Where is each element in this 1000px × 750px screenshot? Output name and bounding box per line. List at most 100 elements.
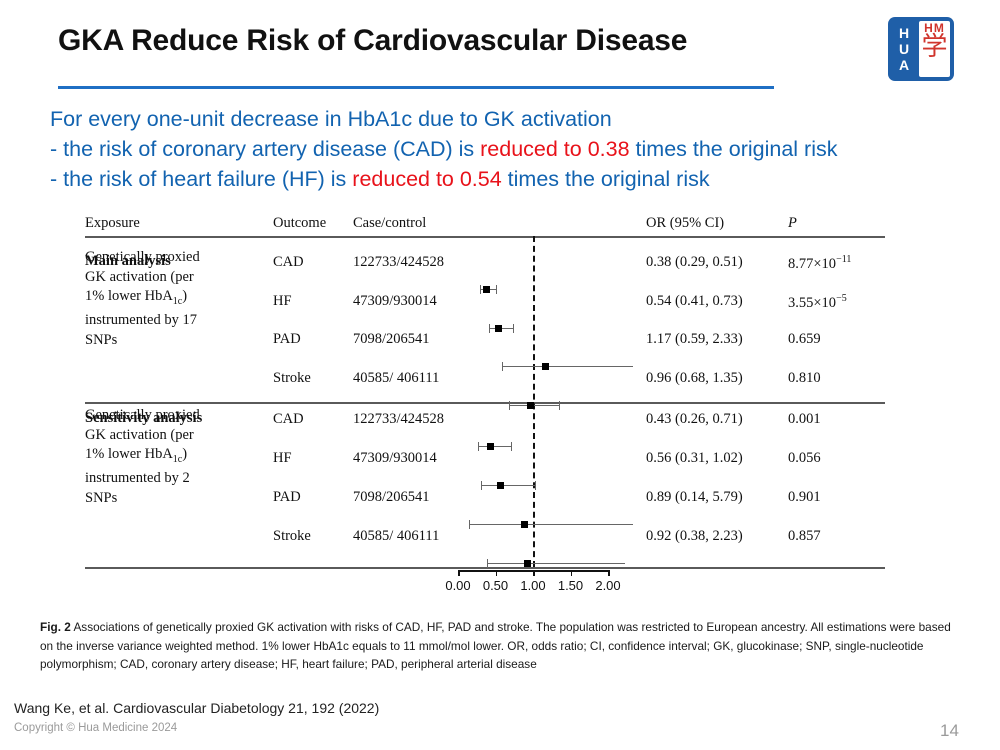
- x-axis-tick-label: 1.00: [520, 578, 546, 593]
- exposure-description-line: instrumented by 17: [85, 312, 197, 329]
- logo-cjk-glyph: 学: [921, 32, 948, 62]
- point-estimate-marker: [486, 442, 494, 450]
- lead-line-2-pre: - the risk of coronary artery disease (C…: [50, 137, 481, 161]
- table-cell-outcome: HF: [273, 450, 292, 466]
- page-number: 14: [940, 721, 959, 740]
- x-axis-tick-label: 0.00: [445, 578, 471, 593]
- lead-line-3-highlight: reduced to 0.54: [352, 167, 502, 191]
- exposure-description-line: instrumented by 2: [85, 470, 190, 487]
- ci-cap-left: [481, 481, 483, 490]
- table-cell-case: 7098/206541: [353, 489, 430, 505]
- column-header-or-ci: OR (95% CI): [646, 215, 725, 231]
- lead-line-3: - the risk of heart failure (HF) is redu…: [50, 164, 950, 194]
- logo-letter-h: H: [898, 25, 910, 41]
- table-cell-p: 0.056: [788, 450, 821, 466]
- table-cell-case: 122733/424528: [353, 254, 445, 270]
- table-cell-case: 47309/930014: [353, 293, 437, 309]
- ci-cap-left: [488, 324, 490, 333]
- forest-plot-table: Exposure Outcome Case/control OR (95% CI…: [85, 210, 895, 600]
- exposure-description-line: SNPs: [85, 331, 118, 348]
- column-header-p: P: [788, 215, 797, 231]
- exposure-description-line: GK activation (per: [85, 426, 194, 443]
- ci-cap-right: [512, 324, 514, 333]
- ci-cap-left: [468, 520, 470, 529]
- column-header-case-control: Case/control: [353, 215, 427, 231]
- ci-cap-left: [477, 442, 479, 451]
- exposure-description-line: Genetically proxied: [85, 407, 200, 423]
- table-cell-outcome: Stroke: [273, 370, 311, 386]
- table-cell-p: 3.55×10−5: [788, 293, 847, 311]
- column-header-outcome: Outcome: [273, 215, 327, 231]
- ci-cap-right: [559, 401, 561, 410]
- x-axis-tick: [608, 570, 610, 576]
- figure-caption: Fig. 2 Associations of genetically proxi…: [40, 618, 955, 674]
- null-effect-line: [533, 236, 535, 567]
- table-cell-or: 0.54 (0.41, 0.73): [646, 293, 743, 309]
- table-cell-case: 7098/206541: [353, 331, 430, 347]
- x-axis-tick: [570, 570, 573, 576]
- ci-cap-right: [534, 481, 536, 490]
- forest-plot-area: [458, 236, 633, 568]
- table-cell-or: 0.89 (0.14, 5.79): [646, 489, 743, 505]
- footer-citation: Wang Ke, et al. Cardiovascular Diabetolo…: [14, 700, 380, 716]
- x-axis-tick: [495, 570, 498, 576]
- x-axis-tick: [533, 570, 535, 576]
- table-cell-outcome: CAD: [273, 254, 304, 270]
- page-title: GKA Reduce Risk of Cardiovascular Diseas…: [58, 24, 688, 57]
- logo-right-panel: HM 学: [919, 21, 950, 77]
- ci-cap-right: [511, 442, 513, 451]
- confidence-interval-line: [468, 524, 633, 525]
- logo-letter-u: U: [898, 41, 910, 57]
- table-cell-outcome: PAD: [273, 489, 301, 505]
- ci-cap-right: [496, 285, 498, 294]
- exposure-description: Genetically proxied GK activation (per 1% …: [85, 406, 200, 508]
- exposure-description-line: 1% lower HbA1c): [85, 288, 188, 307]
- table-cell-outcome: HF: [273, 293, 292, 309]
- table-cell-or: 0.56 (0.31, 1.02): [646, 450, 743, 466]
- exposure-description-line: Genetically proxied: [85, 249, 200, 265]
- confidence-interval-line: [481, 485, 535, 486]
- table-cell-outcome: CAD: [273, 411, 304, 427]
- lead-line-2-post: times the original risk: [629, 137, 838, 161]
- x-axis-tick: [458, 570, 460, 576]
- logo-left-panel: H U A: [892, 21, 916, 77]
- table-cell-or: 0.92 (0.38, 2.23): [646, 528, 743, 544]
- ci-cap-left: [502, 362, 504, 371]
- ci-cap-left: [486, 559, 488, 568]
- lead-line-3-post: times the original risk: [501, 167, 710, 191]
- lead-line-2-highlight: reduced to 0.38: [480, 137, 630, 161]
- table-cell-or: 0.38 (0.29, 0.51): [646, 254, 743, 270]
- table-cell-or: 0.43 (0.26, 0.71): [646, 411, 743, 427]
- table-cell-p: 0.810: [788, 370, 821, 386]
- x-axis-tick-label: 0.50: [482, 578, 509, 593]
- logo-hm-text: HM: [924, 21, 945, 35]
- point-estimate-marker: [495, 324, 502, 332]
- point-estimate-marker: [483, 285, 490, 293]
- table-cell-outcome: Stroke: [273, 528, 311, 544]
- table-cell-case: 122733/424528: [353, 411, 445, 427]
- table-cell-p: 0.001: [788, 411, 821, 427]
- point-estimate-marker: [542, 362, 550, 370]
- x-axis-tick-label: 1.50: [557, 578, 584, 593]
- x-axis-tick-label: 2.00: [595, 578, 621, 593]
- figure-caption-label: Fig. 2: [40, 620, 71, 634]
- table-rule-bottom: [85, 567, 885, 569]
- section-label: Sensitivity analysis: [85, 410, 203, 426]
- exposure-description-line: 1% lower HbA1c): [85, 446, 188, 465]
- point-estimate-marker: [496, 481, 504, 489]
- logo-letter-a: A: [898, 57, 910, 73]
- exposure-description-line: GK activation (per: [85, 268, 194, 285]
- table-cell-p: 0.857: [788, 528, 821, 544]
- confidence-interval-line: [502, 366, 633, 367]
- table-cell-or: 0.96 (0.68, 1.35): [646, 370, 743, 386]
- table-cell-case: 47309/930014: [353, 450, 437, 466]
- exposure-description: Genetically proxied GK activation (per 1% …: [85, 248, 200, 350]
- point-estimate-marker: [521, 520, 529, 528]
- hua-medicine-logo: H U A HM 学: [888, 17, 954, 81]
- title-underline-rule: [58, 86, 774, 89]
- confidence-interval-line: [509, 405, 560, 406]
- figure-caption-text: Associations of genetically proxied GK a…: [40, 620, 951, 671]
- table-rule-top: [85, 236, 885, 238]
- table-cell-p: 0.901: [788, 489, 821, 505]
- table-cell-p: 0.659: [788, 331, 821, 347]
